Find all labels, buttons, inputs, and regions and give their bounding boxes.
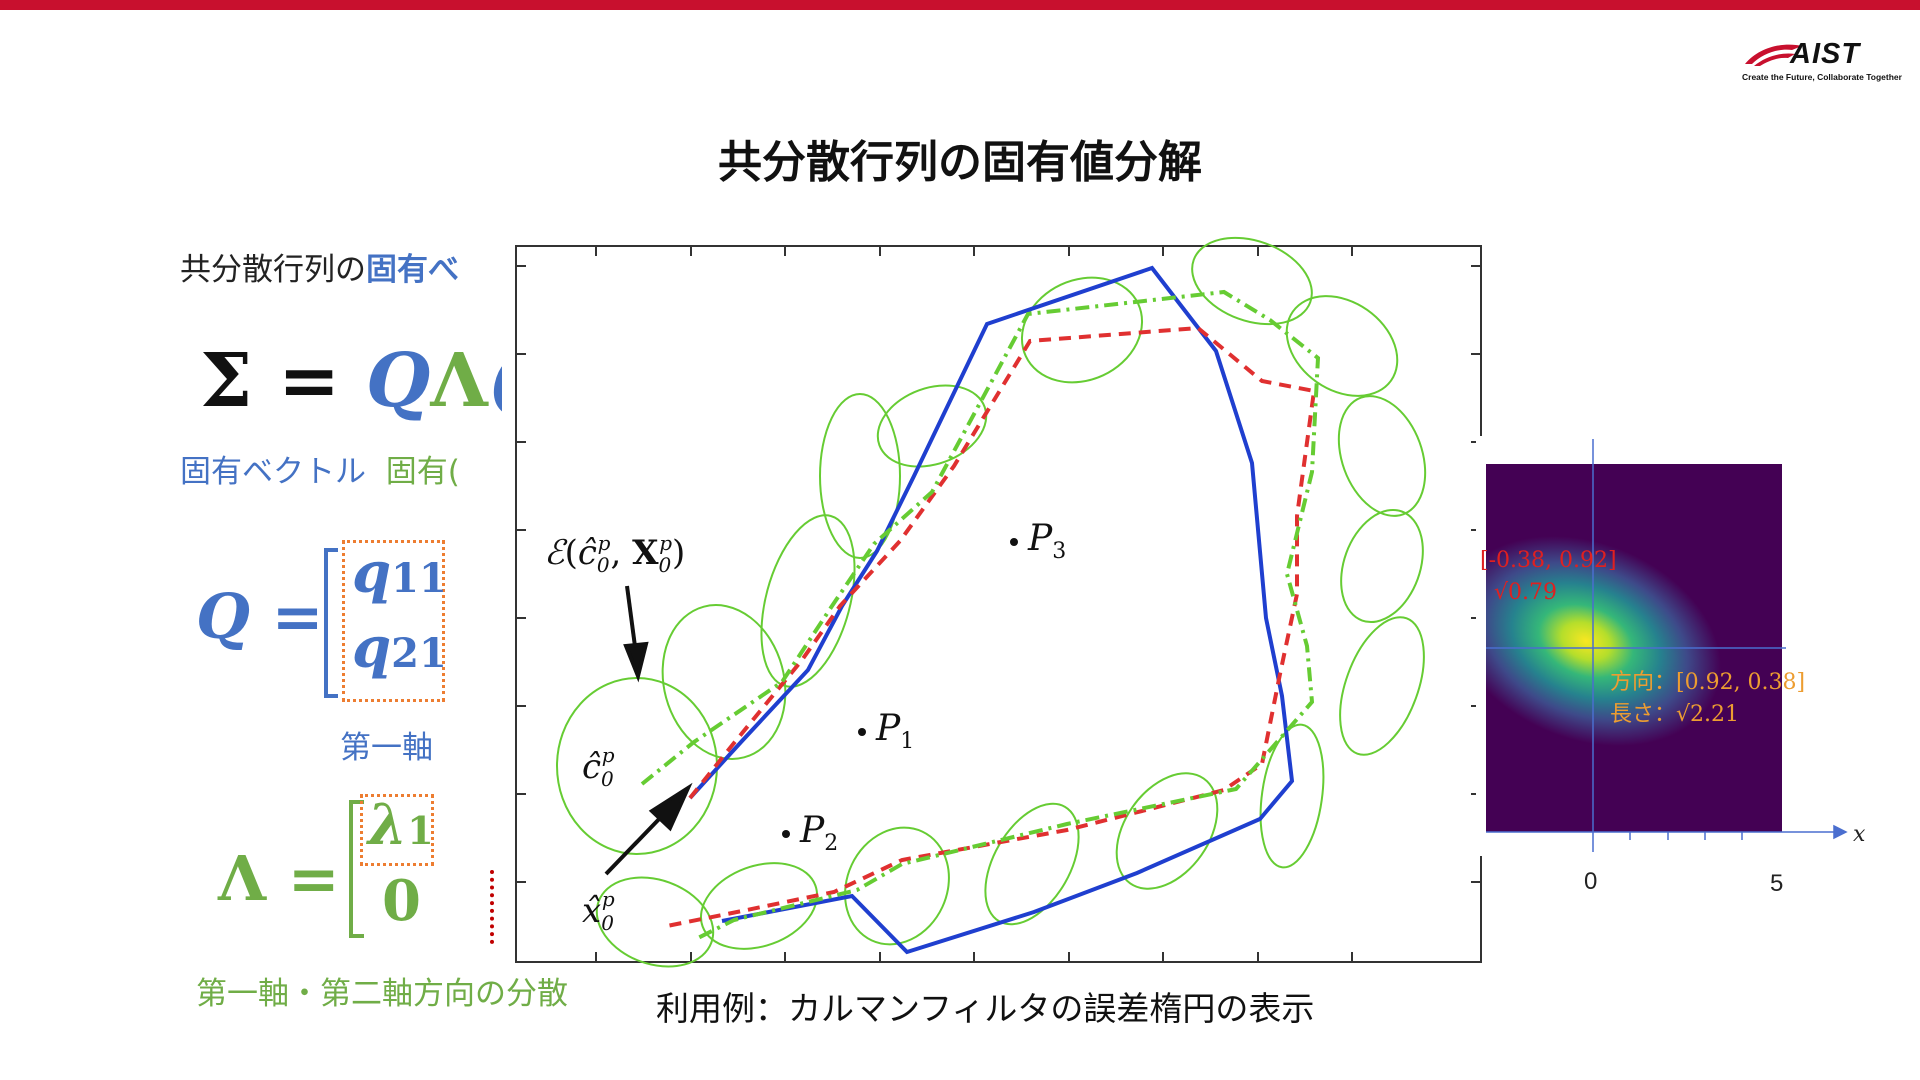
landmark-p1-dot <box>858 728 866 736</box>
error-ellipse <box>819 393 901 559</box>
error-ellipse <box>1285 295 1399 397</box>
q21-subscript: 21 <box>391 630 447 677</box>
intro-highlight: 固有べ <box>366 252 459 288</box>
top-accent-bar <box>0 0 1920 10</box>
error-ellipse <box>1020 276 1144 384</box>
q-first-column-box <box>342 540 445 702</box>
q-symbol: Q <box>365 338 431 424</box>
error-ellipse <box>1339 616 1425 756</box>
red-dotted-marker <box>490 870 494 944</box>
lambda-lhs: Λ <box>218 842 267 915</box>
variance-caption: 第一軸・第二軸方向の分散 <box>196 976 568 1012</box>
logo-text: AIST <box>1790 38 1861 70</box>
error-ellipse <box>760 514 856 688</box>
usage-caption: 利用例：カルマンフィルタの誤差楕円の表示 <box>656 989 1315 1028</box>
heatmap-ticks <box>1629 832 1743 840</box>
q21-symbol: q <box>352 615 392 681</box>
kalman-error-ellipse-figure: P1 P2 P3 ℰ(ĉ0p, X0p) ĉ0p x̂0p <box>502 236 1502 974</box>
lambda1-symbol: λ <box>368 792 408 858</box>
eigenvalue-label: 固有( <box>385 454 460 490</box>
svg-text:ĉ0p: ĉ0p <box>582 743 615 791</box>
red-direction-label: [-0.38, 0.92] <box>1480 548 1617 573</box>
lambda-bracket-icon <box>349 800 364 938</box>
lambda1-cell: λ1 <box>368 792 434 858</box>
error-ellipse <box>876 384 988 468</box>
label-p3: P3 <box>1027 518 1066 564</box>
gaussian-heatmap <box>1476 436 1848 856</box>
sigma-symbol: Σ <box>200 338 253 424</box>
error-ellipse <box>661 604 787 760</box>
red-length-label: √0.79 <box>1494 580 1558 605</box>
label-p1: P1 <box>875 708 914 754</box>
error-ellipse <box>1340 508 1424 624</box>
eigenvector-label: 固有ベクトル <box>180 454 366 490</box>
q21-cell: q21 <box>352 615 447 681</box>
heatmap-axes <box>1486 439 1848 852</box>
q-bracket-icon <box>324 548 338 698</box>
lambda-symbol: Λ <box>430 338 488 424</box>
lambda1-subscript: 1 <box>407 808 434 853</box>
svg-text:ℰ(ĉ0p, X0p): ℰ(ĉ0p, X0p) <box>544 531 685 577</box>
figure-frame <box>515 245 1482 963</box>
first-axis-label: 第一軸 <box>340 730 433 766</box>
q11-symbol: q <box>352 540 392 606</box>
q11-cell: q11 <box>352 540 447 606</box>
lambda-equals: = <box>287 842 340 915</box>
label-p2: P2 <box>799 810 838 856</box>
error-ellipse <box>1115 772 1219 890</box>
intro-text: 共分散行列の固有べ <box>180 244 459 289</box>
lambda1-box <box>360 794 434 866</box>
equation-lambda-matrix: Λ = <box>218 842 340 915</box>
equation-q-matrix: Q = <box>196 580 324 653</box>
eigen-labels: 固有ベクトル 固有( <box>180 446 460 491</box>
zero-cell: 0 <box>382 868 421 934</box>
tick-5: 5 <box>1770 870 1784 897</box>
error-ellipse <box>1259 723 1325 869</box>
estimate-path-line <box>666 325 1317 928</box>
intro-prefix: 共分散行列の <box>180 252 366 288</box>
aist-logo-icon <box>1745 44 1802 66</box>
q-equals: = <box>271 580 324 653</box>
q11-subscript: 11 <box>391 555 447 602</box>
equals-symbol: = <box>278 338 341 424</box>
logo-tagline: Create the Future, Collaborate Together <box>1742 72 1902 82</box>
green-estimate-path-line <box>640 289 1321 940</box>
tick-0: 0 <box>1584 868 1598 895</box>
q-lhs: Q <box>196 580 251 653</box>
landmark-p3-dot <box>1010 538 1018 546</box>
orange-length-label: 長さ：√2.21 <box>1610 702 1740 727</box>
error-ellipse <box>699 862 819 950</box>
svg-text:x̂0p: x̂0p <box>582 887 615 935</box>
x-axis-label: x <box>1853 822 1866 847</box>
landmarks <box>782 538 1018 838</box>
ellipse-label: ℰ(ĉ0p, X0p) ĉ0p x̂0p <box>544 531 685 935</box>
pointer-arrows <box>604 585 693 876</box>
error-ellipse <box>1337 395 1427 517</box>
landmark-p2-dot <box>782 830 790 838</box>
error-ellipse <box>595 876 715 968</box>
error-ellipse <box>844 826 950 946</box>
slide-title: 共分散行列の固有値分解 <box>718 137 1202 188</box>
orange-direction-label: 方向：[0.92, 0.38] <box>1610 670 1806 695</box>
equation-decomposition: Σ = QΛ( <box>200 338 523 424</box>
